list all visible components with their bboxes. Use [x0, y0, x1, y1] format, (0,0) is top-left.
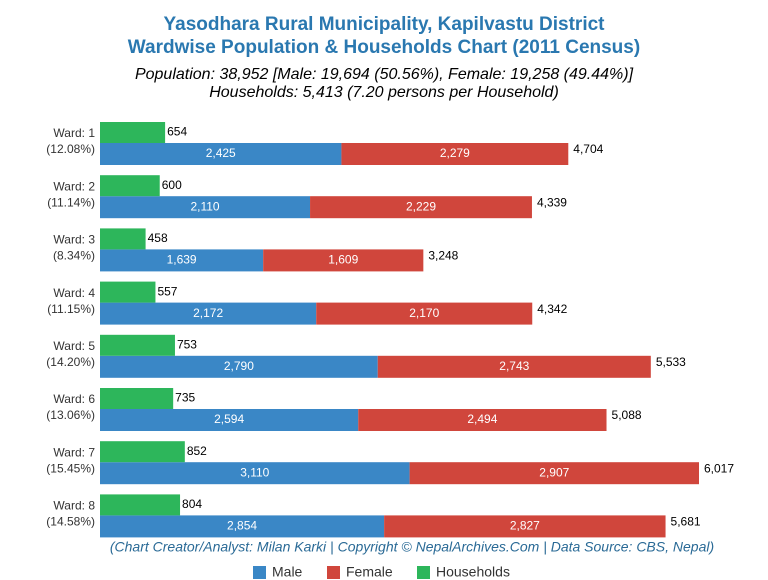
population-bar	[310, 196, 532, 219]
legend-label: Female	[346, 564, 393, 580]
household-bar	[100, 228, 146, 250]
total-label: 3,248	[428, 249, 458, 263]
legend-swatch	[253, 566, 266, 579]
data-label: 2,425	[206, 146, 236, 160]
data-label: 2,854	[227, 519, 257, 533]
population-bar	[100, 462, 410, 485]
population-bar	[384, 515, 666, 538]
legend-label: Male	[272, 564, 303, 580]
population-bar	[100, 409, 359, 431]
legend-label: Households	[436, 564, 510, 580]
population-bar	[100, 249, 264, 272]
total-label: 5,533	[656, 355, 686, 369]
y-tick-label: Ward: 7	[53, 445, 95, 459]
population-bar	[358, 409, 607, 431]
footer: (Chart Creator/Analyst: Milan Karki | Co…	[110, 539, 714, 555]
y-tick-label: Ward: 8	[53, 499, 95, 513]
household-bar	[100, 334, 175, 356]
chart-title: Wardwise Population & Households Chart (…	[128, 37, 640, 58]
population-bar	[341, 143, 569, 165]
population-bar	[316, 302, 533, 325]
y-tick-label: (8.34%)	[53, 249, 95, 263]
data-label: 1,639	[167, 253, 197, 267]
y-tick-label: (12.08%)	[46, 142, 95, 156]
legend-swatch	[417, 566, 430, 579]
population-bar	[263, 249, 424, 272]
population-bar	[100, 196, 311, 219]
total-label: 4,342	[537, 302, 567, 316]
data-label: 654	[167, 125, 187, 139]
data-label: 600	[162, 178, 182, 192]
y-tick-label: (11.15%)	[47, 302, 95, 316]
data-label: 557	[157, 284, 177, 298]
total-label: 5,088	[612, 408, 642, 422]
population-bar	[377, 355, 651, 378]
data-label: 2,790	[224, 359, 254, 373]
y-tick-label: (14.20%)	[46, 355, 95, 369]
data-label: 2,110	[190, 199, 219, 213]
population-bar	[100, 302, 317, 325]
population-bar	[100, 515, 385, 538]
household-bar	[100, 441, 185, 463]
total-label: 6,017	[704, 461, 734, 475]
y-tick-label: Ward: 5	[53, 339, 95, 353]
data-label: 2,594	[214, 412, 244, 426]
household-bar	[100, 494, 181, 516]
y-tick-label: (11.14%)	[47, 195, 95, 209]
chart-subtitle: Households: 5,413 (7.20 persons per Hous…	[209, 84, 559, 101]
population-bar	[100, 143, 342, 165]
y-tick-label: Ward: 6	[53, 392, 95, 406]
y-tick-label: (13.06%)	[46, 408, 95, 422]
population-bar	[100, 355, 378, 378]
chart-title: Yasodhara Rural Municipality, Kapilvastu…	[164, 14, 606, 35]
y-tick-label: Ward: 1	[53, 126, 95, 140]
y-tick-label: (15.45%)	[46, 461, 95, 475]
data-label: 2,494	[467, 412, 497, 426]
total-label: 4,339	[537, 195, 567, 209]
data-label: 458	[148, 231, 168, 245]
total-label: 4,704	[573, 142, 603, 156]
y-tick-label: Ward: 2	[53, 179, 95, 193]
y-tick-label: Ward: 3	[53, 233, 95, 247]
data-label: 2,279	[440, 146, 470, 160]
data-label: 804	[182, 497, 202, 511]
data-label: 735	[175, 391, 195, 405]
data-label: 3,110	[240, 465, 269, 479]
data-label: 753	[177, 337, 197, 351]
population-bar	[409, 462, 699, 485]
data-label: 2,170	[409, 306, 439, 320]
data-label: 2,907	[539, 465, 569, 479]
data-label: 2,827	[510, 519, 540, 533]
data-label: 2,743	[499, 359, 529, 373]
household-bar	[100, 281, 156, 303]
y-tick-label: Ward: 4	[53, 286, 95, 300]
data-label: 1,609	[328, 253, 358, 267]
chart-subtitle: Population: 38,952 [Male: 19,694 (50.56%…	[135, 66, 634, 83]
data-label: 2,229	[406, 199, 436, 213]
data-label: 2,172	[193, 306, 223, 320]
legend-swatch	[327, 566, 340, 579]
data-label: 852	[187, 444, 207, 458]
total-label: 5,681	[671, 515, 701, 529]
household-bar	[100, 388, 174, 409]
household-bar	[100, 122, 166, 143]
y-tick-label: (14.58%)	[46, 515, 95, 529]
household-bar	[100, 175, 160, 197]
